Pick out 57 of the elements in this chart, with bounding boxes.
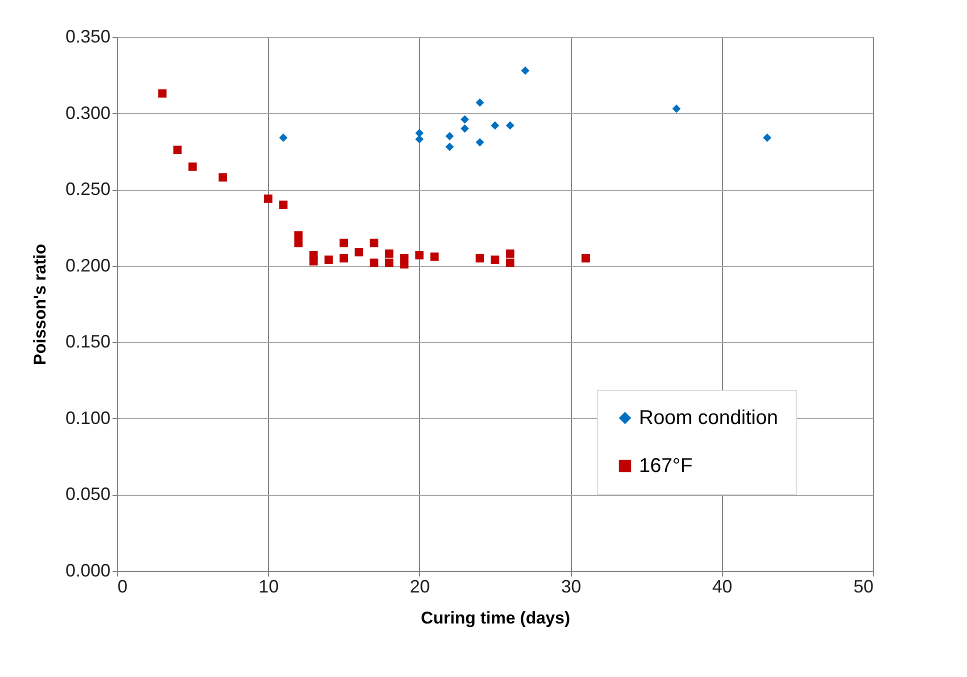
y-tick-label: 0.200 <box>65 255 110 276</box>
point <box>415 135 424 144</box>
y-tick-label: 0.050 <box>65 484 110 504</box>
point <box>324 256 333 264</box>
legend-label: Room condition <box>639 407 778 429</box>
point <box>430 252 439 261</box>
y-tick-label: 0.350 <box>65 26 110 46</box>
point <box>490 256 500 264</box>
point <box>384 258 394 267</box>
point <box>384 249 394 258</box>
point <box>672 104 681 113</box>
x-tick-label: 40 <box>712 576 732 596</box>
point <box>490 121 500 130</box>
x-axis-title: Curing time (days) <box>420 608 570 628</box>
point <box>506 258 514 267</box>
point <box>445 142 454 152</box>
y-tick-label: 0.250 <box>65 179 110 200</box>
point <box>370 258 378 267</box>
point <box>370 238 378 248</box>
point <box>415 128 424 138</box>
point <box>158 89 167 98</box>
point <box>173 146 182 154</box>
x-tick-label: 20 <box>410 576 430 596</box>
point <box>264 194 272 203</box>
x-tick-label: 0 <box>118 576 128 596</box>
y-axis-title: Poisson's ratio <box>30 244 50 366</box>
point <box>506 249 514 258</box>
x-tick-label: 30 <box>561 576 582 596</box>
y-tick-label: 0.300 <box>65 102 110 123</box>
point <box>309 257 318 266</box>
point <box>582 254 590 262</box>
point <box>445 132 454 140</box>
point <box>460 115 469 124</box>
point <box>521 66 530 75</box>
point <box>476 138 484 146</box>
x-tick-label: 10 <box>258 576 279 596</box>
point <box>218 173 228 182</box>
y-tick-label: 0.150 <box>65 332 110 352</box>
x-tick-label: 50 <box>853 576 874 596</box>
point <box>460 124 469 133</box>
point <box>340 238 348 248</box>
point <box>506 121 514 130</box>
point <box>340 254 348 262</box>
point <box>415 250 424 260</box>
y-tick-label: 0.000 <box>65 560 110 580</box>
y-tick-label: 0.100 <box>65 408 110 428</box>
point <box>476 98 484 107</box>
point <box>400 260 408 269</box>
point <box>188 162 197 171</box>
point <box>279 200 288 210</box>
point <box>476 254 484 262</box>
legend-label: 167°F <box>639 455 693 477</box>
point <box>294 231 303 240</box>
point <box>354 248 364 256</box>
point <box>294 238 303 248</box>
point <box>279 134 288 142</box>
point <box>762 134 772 142</box>
